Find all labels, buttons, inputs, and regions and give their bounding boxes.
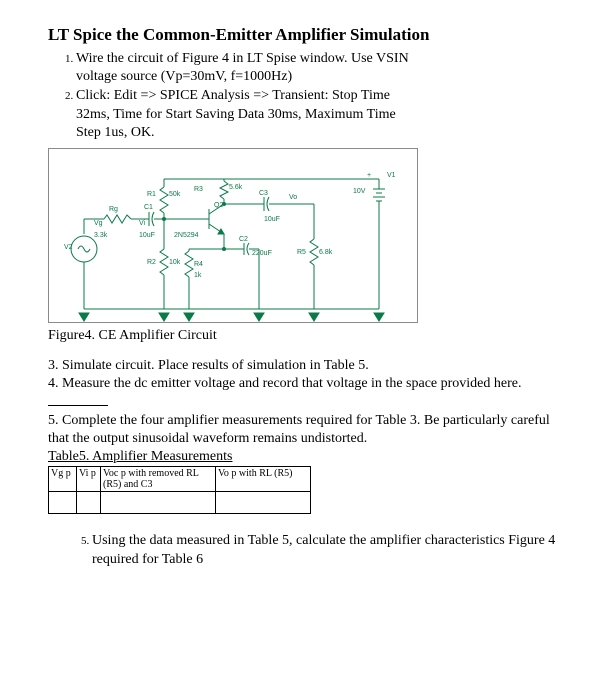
label-Q2: Q2 — [214, 202, 223, 209]
label-C3: C3 — [259, 190, 268, 197]
step-2-line2: 32ms, Time for Start Saving Data 30ms, M… — [76, 107, 396, 122]
label-R1: R1 — [147, 191, 156, 198]
step-1: Wire the circuit of Figure 4 in LT Spise… — [76, 50, 557, 86]
th-vo: Vo p with RL (R5) — [216, 467, 311, 492]
step-5-text: 5. Complete the four amplifier measureme… — [48, 412, 557, 448]
table-caption: Table5. Amplifier Measurements — [48, 448, 557, 466]
label-V1: V1 — [387, 172, 396, 179]
step-3: 3. Simulate circuit. Place results of si… — [48, 357, 557, 375]
th-voc: Voc p with removed RL (R5) and C3 — [101, 467, 216, 492]
cell — [77, 492, 101, 514]
label-R5v: 6.8k — [319, 249, 333, 256]
th-vip: Vi p — [77, 467, 101, 492]
step-1-line2: voltage source (Vp=30mV, f=1000Hz) — [76, 69, 292, 84]
label-R4v: 1k — [194, 272, 202, 279]
table-header-row: Vg p Vi p Voc p with removed RL (R5) and… — [49, 467, 311, 492]
circuit-figure: V2 Rg 3.3k Vg C1 10uF Vi R1 50k R2 10k — [48, 148, 418, 323]
label-R2v: 10k — [169, 259, 181, 266]
label-Vi: Vi — [139, 220, 146, 227]
th-vgp: Vg p — [49, 467, 77, 492]
label-C1: C1 — [144, 204, 153, 211]
label-R4: R4 — [194, 261, 203, 268]
step-4-text: 4. Measure the dc emitter voltage and re… — [48, 376, 521, 391]
circuit-schematic-svg: V2 Rg 3.3k Vg C1 10uF Vi R1 50k R2 10k — [49, 149, 418, 323]
cell — [49, 492, 77, 514]
blank-line — [48, 405, 108, 406]
table-row — [49, 492, 311, 514]
label-V2: V2 — [64, 244, 73, 251]
label-C1-val: 10uF — [139, 232, 155, 239]
instruction-list: Wire the circuit of Figure 4 in LT Spise… — [48, 50, 557, 142]
label-R1v: 50k — [169, 191, 181, 198]
label-Q1: 2N5294 — [174, 232, 199, 239]
label-Rg-val: 3.3k — [94, 232, 108, 239]
step-2-line3: Step 1us, OK. — [76, 125, 155, 140]
label-R5: R5 — [297, 249, 306, 256]
figure-caption: Figure4. CE Amplifier Circuit — [48, 327, 557, 345]
step-5-calc: Using the data measured in Table 5, calc… — [92, 532, 557, 568]
label-Vg: Vg — [94, 220, 103, 227]
label-Vo: Vo — [289, 194, 297, 201]
label-V1v: 10V — [353, 188, 366, 195]
cell — [216, 492, 311, 514]
label-R3: R3 — [194, 186, 203, 193]
label-Rg: Rg — [109, 206, 118, 213]
label-C2v: 220uF — [252, 250, 272, 257]
measurements-table: Vg p Vi p Voc p with removed RL (R5) and… — [48, 466, 311, 514]
cell — [101, 492, 216, 514]
svg-text:+: + — [367, 172, 371, 179]
step-4: 4. Measure the dc emitter voltage and re… — [48, 375, 557, 411]
bottom-list: Using the data measured in Table 5, calc… — [48, 532, 557, 568]
label-R2: R2 — [147, 259, 156, 266]
step-2-line1: Click: Edit => SPICE Analysis => Transie… — [76, 88, 390, 103]
step-1-line1: Wire the circuit of Figure 4 in LT Spise… — [76, 51, 409, 66]
step-2: Click: Edit => SPICE Analysis => Transie… — [76, 87, 557, 142]
label-C3v: 10uF — [264, 216, 280, 223]
page-title: LT Spice the Common-Emitter Amplifier Si… — [48, 24, 557, 46]
label-C2: C2 — [239, 236, 248, 243]
label-R3v: 5.6k — [229, 184, 243, 191]
